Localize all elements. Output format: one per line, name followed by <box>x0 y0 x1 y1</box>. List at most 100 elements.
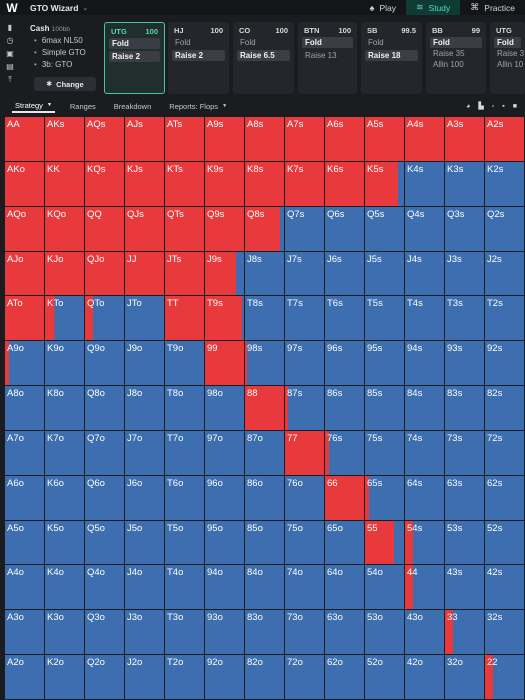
hand-cell[interactable]: 83s <box>445 386 485 431</box>
hand-cell[interactable]: K5s <box>365 161 405 207</box>
hand-cell[interactable]: 94s <box>405 341 445 387</box>
hand-cell[interactable]: A6o <box>5 475 45 521</box>
hand-cell[interactable]: 32o <box>445 655 485 700</box>
hand-cell[interactable]: K8s <box>245 161 285 207</box>
hand-cell[interactable]: J2o <box>125 655 165 700</box>
hand-cell[interactable]: T4o <box>165 565 205 611</box>
hand-cell[interactable]: 76s <box>325 430 365 476</box>
wizard-logo-icon[interactable]: W <box>6 0 18 15</box>
hand-cell[interactable]: T7o <box>165 430 205 476</box>
hand-cell[interactable]: Q4s <box>405 206 445 252</box>
hand-cell[interactable]: 65o <box>325 520 365 566</box>
hand-cell[interactable]: A5o <box>5 520 45 566</box>
hand-cell[interactable]: A4o <box>5 565 45 611</box>
action-raise[interactable]: Raise 18 <box>365 50 418 61</box>
hand-cell[interactable]: 64s <box>405 475 445 521</box>
hand-cell[interactable]: 66 <box>325 475 365 521</box>
hand-cell[interactable]: K3o <box>45 610 85 656</box>
position-card-sb[interactable]: SB 99.5 Fold Raise 18 <box>361 22 422 94</box>
hand-cell[interactable]: QTs <box>165 206 205 252</box>
hand-cell[interactable]: J4s <box>405 251 445 297</box>
hand-cell[interactable]: J5s <box>365 251 405 297</box>
hand-cell[interactable]: KQo <box>45 206 85 252</box>
hand-cell[interactable]: 73o <box>285 610 325 656</box>
hand-cell[interactable]: K9s <box>205 161 245 207</box>
hand-cell[interactable]: Q4o <box>85 565 125 611</box>
hand-cell[interactable]: 72o <box>285 655 325 700</box>
hand-cell[interactable]: 52o <box>365 655 405 700</box>
hand-cell[interactable]: A2s <box>485 117 525 162</box>
hand-cell[interactable]: 43o <box>405 610 445 656</box>
hand-cell[interactable]: A7s <box>285 117 325 162</box>
hand-cell[interactable]: J9o <box>125 341 165 387</box>
hand-cell[interactable]: A2o <box>5 655 45 700</box>
hand-cell[interactable]: AKo <box>5 161 45 207</box>
hand-cell[interactable]: J4o <box>125 565 165 611</box>
nav-play[interactable]: ♠ Play <box>360 0 406 15</box>
hand-cell[interactable]: 85s <box>365 386 405 431</box>
action-allin[interactable]: Allin 10 <box>497 60 524 69</box>
hand-cell[interactable]: 86o <box>245 475 285 521</box>
action-fold[interactable]: Fold <box>430 37 482 48</box>
hand-cell[interactable]: JJ <box>125 251 165 297</box>
hand-cell[interactable]: 32s <box>485 610 525 656</box>
hand-cell[interactable]: K2o <box>45 655 85 700</box>
hand-cell[interactable]: 77 <box>285 430 325 476</box>
hand-cell[interactable]: 75o <box>285 520 325 566</box>
hand-cell[interactable]: J8o <box>125 386 165 431</box>
hand-cell[interactable]: 52s <box>485 520 525 566</box>
hand-cell[interactable]: A9s <box>205 117 245 162</box>
hand-cell[interactable]: JTo <box>125 296 165 342</box>
action-fold[interactable]: Fold <box>302 37 353 48</box>
nav-study[interactable]: ≋ Study <box>405 0 461 15</box>
hand-cell[interactable]: KK <box>45 161 85 207</box>
hand-cell[interactable]: 95s <box>365 341 405 387</box>
hand-cell[interactable]: J7s <box>285 251 325 297</box>
hand-cell[interactable]: 74s <box>405 430 445 476</box>
hand-cell[interactable]: K6s <box>325 161 365 207</box>
app-title[interactable]: GTO Wizard <box>30 2 79 13</box>
hand-cell[interactable]: K5o <box>45 520 85 566</box>
hand-cell[interactable]: 22 <box>485 655 525 700</box>
position-card-utg[interactable]: UTG 100 Fold Raise 2 <box>104 22 165 94</box>
hand-cell[interactable]: Q3o <box>85 610 125 656</box>
hand-cell[interactable]: 54o <box>365 565 405 611</box>
save-icon[interactable]: ▣ <box>6 49 14 58</box>
hand-cell[interactable]: 86s <box>325 386 365 431</box>
hand-cell[interactable]: AKs <box>45 117 85 162</box>
hand-cell[interactable]: 75s <box>365 430 405 476</box>
hand-cell[interactable]: J7o <box>125 430 165 476</box>
hand-cell[interactable]: A3s <box>445 117 485 162</box>
hand-cell[interactable]: Q7o <box>85 430 125 476</box>
action-raise[interactable]: Raise 6.5 <box>237 50 290 61</box>
hand-cell[interactable]: 82s <box>485 386 525 431</box>
action-raise[interactable]: Raise 3 <box>497 49 525 58</box>
action-fold[interactable]: Fold <box>494 37 521 48</box>
hand-cell[interactable]: 55 <box>365 520 405 566</box>
position-card-bb[interactable]: BB 99 Fold Raise 35 Allin 100 <box>426 22 486 94</box>
action-allin[interactable]: Allin 100 <box>433 60 464 69</box>
hand-cell[interactable]: 92o <box>205 655 245 700</box>
hand-cell[interactable]: K9o <box>45 341 85 387</box>
hand-cell[interactable]: KTo <box>45 296 85 342</box>
hand-cell[interactable]: 74o <box>285 565 325 611</box>
tab-reports[interactable]: Reports: Flops ▼ <box>166 99 230 113</box>
hand-cell[interactable]: AJo <box>5 251 45 297</box>
action-raise[interactable]: Raise 13 <box>305 51 337 60</box>
hand-cell[interactable]: Q6o <box>85 475 125 521</box>
hand-cell[interactable]: 53s <box>445 520 485 566</box>
hand-cell[interactable]: A8o <box>5 386 45 431</box>
hand-cell[interactable]: K7o <box>45 430 85 476</box>
hand-cell[interactable]: T6s <box>325 296 365 342</box>
hand-cell[interactable]: KQs <box>85 161 125 207</box>
hand-cell[interactable]: 93o <box>205 610 245 656</box>
hand-cell[interactable]: 64o <box>325 565 365 611</box>
hand-cell[interactable]: T9s <box>205 296 245 342</box>
hand-cell[interactable]: A7o <box>5 430 45 476</box>
hand-cell[interactable]: AQo <box>5 206 45 252</box>
hand-cell[interactable]: 88 <box>245 386 285 431</box>
hand-cell[interactable]: 63o <box>325 610 365 656</box>
hand-cell[interactable]: QJs <box>125 206 165 252</box>
hand-cell[interactable]: Q8o <box>85 386 125 431</box>
hand-cell[interactable]: 95o <box>205 520 245 566</box>
